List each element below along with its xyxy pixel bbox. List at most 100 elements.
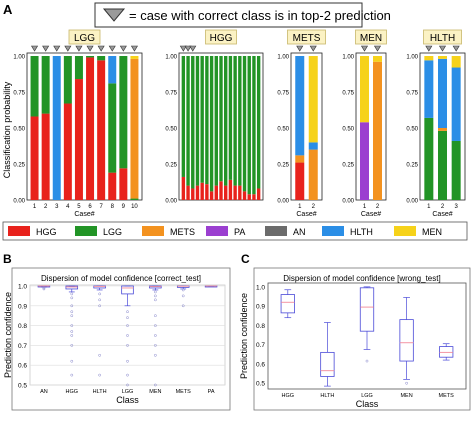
legend-swatch-men — [394, 226, 416, 236]
subplot-title-tag — [205, 29, 237, 45]
bar-segment-lgg — [205, 56, 209, 185]
x-tick-label: LGG — [361, 393, 373, 399]
outlier-point — [126, 383, 129, 387]
bar-segment-lgg — [186, 56, 190, 186]
x-tick-label: 6 — [88, 204, 92, 210]
marker-legend-box — [94, 2, 363, 28]
x-tick-label: 1 — [427, 204, 431, 210]
panel-a-ylabel: Classification probability — [2, 81, 12, 178]
bar-segment-lgg — [108, 83, 117, 173]
x-tick-label: 2 — [312, 204, 316, 210]
class-legend: HGG LGG METS PA AN HLTH MEN — [8, 226, 442, 237]
y-tick-label: 1.0 — [256, 284, 265, 291]
outlier-point — [98, 298, 101, 302]
top2-marker — [86, 45, 94, 52]
outlier-point — [126, 334, 129, 337]
y-tick-label: 0.00 — [342, 199, 354, 205]
y-tick-label: 0.8 — [256, 323, 265, 330]
x-tick-label: 5 — [77, 204, 81, 210]
x-tick-label: 10 — [131, 204, 138, 210]
legend-label-hlth: HLTH — [350, 227, 373, 237]
bar-segment-hlth — [424, 60, 434, 118]
y-tick-label: 0.50 — [165, 127, 177, 133]
bar-segment-men — [308, 56, 318, 143]
legend-label-lgg: LGG — [103, 227, 122, 237]
bar-segment-lgg — [233, 56, 237, 186]
x-axis-label: Case# — [432, 211, 452, 218]
bar-segment-lgg — [224, 56, 228, 186]
x-tick-label: PA — [208, 389, 215, 395]
bar-segment-lgg — [200, 56, 204, 183]
bar-segment-hgg — [214, 185, 218, 200]
y-tick-label: 0.25 — [406, 163, 418, 169]
bar-segment-hgg — [256, 188, 261, 200]
bar-segment-lgg — [191, 56, 195, 189]
bar-segment-lgg — [424, 117, 434, 200]
bar-segment-mets — [130, 58, 139, 199]
panel-label-b: B — [3, 252, 12, 266]
plot-title: Dispersion of model confidence [correct_… — [41, 274, 201, 283]
subplot-title-tag — [68, 29, 101, 45]
y-tick-label: 1.00 — [342, 55, 354, 61]
bar-segment-hgg — [86, 57, 95, 200]
outlier-point — [70, 314, 74, 318]
x-axis-label: Case# — [74, 211, 94, 218]
top2-marker — [42, 45, 50, 52]
x-tick-label: 4 — [66, 204, 70, 210]
box — [65, 285, 79, 290]
bar-segment-lgg — [209, 56, 214, 192]
outlier-point — [70, 310, 74, 314]
bar-segment-hgg — [247, 194, 251, 200]
outlier-point — [405, 381, 408, 385]
top2-marker — [75, 45, 83, 52]
bar-segment-lgg — [181, 56, 186, 177]
top2-marker — [53, 45, 61, 52]
bar-segment-hgg — [224, 185, 228, 200]
bar-segment-hgg — [205, 184, 209, 200]
subplot-title-tag — [355, 29, 387, 45]
bar-segment-lgg — [228, 56, 233, 180]
y-tick-label: 0.75 — [342, 91, 354, 97]
bar-segment-hgg — [74, 79, 83, 200]
outlier-point — [70, 344, 74, 347]
y-tick-label: 0.5 — [256, 381, 265, 388]
bar-segment-hlth — [52, 56, 61, 200]
bar-segment-lgg — [97, 56, 106, 61]
x-tick-label: AN — [40, 389, 48, 395]
legend-swatch-pa — [206, 226, 228, 236]
box — [359, 287, 375, 332]
bar-segment-hgg — [108, 172, 117, 200]
legend-swatch-lgg — [75, 226, 97, 236]
outlier-point — [98, 292, 101, 296]
outlier-point — [154, 324, 157, 327]
y-tick-label: 0.50 — [406, 127, 418, 133]
outlier-point — [70, 334, 74, 337]
legend-label-pa: PA — [234, 227, 245, 237]
outlier-point — [126, 310, 129, 314]
legend-swatch-mets — [142, 226, 164, 236]
subplot-title: METS — [293, 33, 321, 44]
bar-segment-men — [373, 56, 382, 62]
outlier-point — [126, 324, 129, 327]
subplot-title-tag — [287, 29, 326, 45]
top2-marker — [130, 45, 138, 52]
y-tick-label: 0.7 — [256, 342, 265, 349]
outlier-point — [154, 298, 157, 302]
top2-marker — [452, 45, 460, 52]
marker-legend-text: = case with correct class is in top-2 pr… — [129, 8, 391, 23]
y-tick-label: 0.6 — [18, 363, 27, 370]
bar-segment-hgg — [63, 103, 72, 200]
bar-segment-mets — [308, 149, 318, 200]
bar-segment-hgg — [41, 113, 50, 200]
bar-segment-lgg — [63, 56, 72, 104]
bar-segment-lgg — [214, 56, 218, 186]
outlier-point — [181, 294, 185, 298]
bar-segment-men — [438, 56, 447, 59]
outlier-point — [42, 286, 46, 290]
bar-segment-lgg — [242, 56, 247, 192]
top2-marker — [179, 45, 187, 52]
y-tick-label: 0.00 — [165, 199, 177, 205]
box — [320, 351, 335, 377]
box — [439, 346, 454, 358]
